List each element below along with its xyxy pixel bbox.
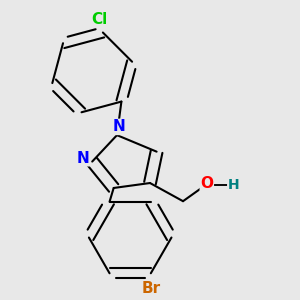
Text: Br: Br [141,280,160,296]
Text: Cl: Cl [92,12,108,27]
Text: N: N [112,119,125,134]
Text: O: O [200,176,213,190]
Text: N: N [76,151,89,166]
Text: H: H [228,178,239,192]
